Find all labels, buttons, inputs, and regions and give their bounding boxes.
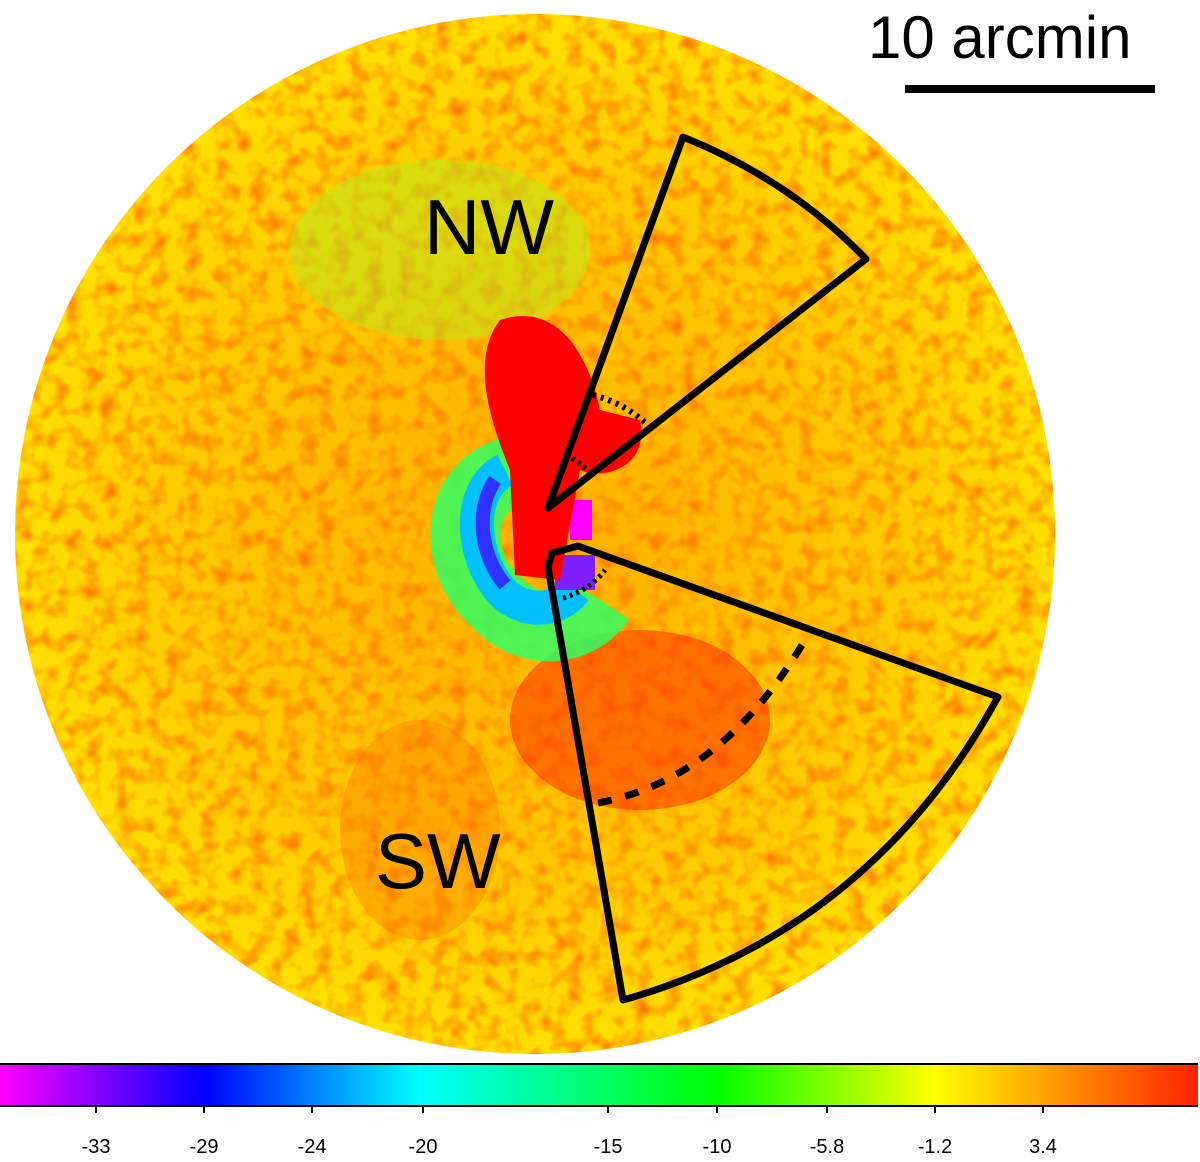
sky-disk — [15, 14, 1055, 1054]
colorbar-tick — [826, 1105, 828, 1113]
sw-label: SW — [375, 817, 501, 905]
colorbar-tick-label: -10 — [702, 1136, 732, 1158]
nw-label: NW — [424, 183, 554, 271]
colorbar-tick-label: -20 — [408, 1136, 438, 1158]
scale-bar — [905, 85, 1155, 93]
sw-dashed-arc — [597, 643, 805, 807]
colorbar-tick-label: -29 — [189, 1136, 219, 1158]
colorbar-tick-label: -33 — [81, 1136, 111, 1158]
colorbar-tick-label: -24 — [297, 1136, 327, 1158]
colorbar-tick — [95, 1105, 97, 1113]
sw-sector — [544, 542, 1002, 1004]
colorbar-tick — [1042, 1105, 1044, 1113]
nw-sector — [544, 133, 870, 512]
colorbar-tick — [934, 1105, 936, 1113]
colorbar-tick-label: -15 — [593, 1136, 623, 1158]
colorbar-tick-label: 3.4 — [1029, 1136, 1057, 1158]
colorbar-tick-label: -5.8 — [809, 1136, 845, 1158]
colorbar — [0, 1063, 1198, 1107]
residual-map — [15, 14, 1055, 1054]
colorbar-tick — [716, 1105, 718, 1113]
colorbar-tick — [422, 1105, 424, 1113]
colorbar-tick-label: -1.2 — [917, 1136, 953, 1158]
scale-label: 10 arcmin — [868, 4, 1132, 71]
colorbar-tick — [607, 1105, 609, 1113]
colorbar-tick — [311, 1105, 313, 1113]
region-outlines — [544, 133, 1002, 1004]
colorbar-tick — [203, 1105, 205, 1113]
nw-core-arc — [570, 455, 592, 474]
